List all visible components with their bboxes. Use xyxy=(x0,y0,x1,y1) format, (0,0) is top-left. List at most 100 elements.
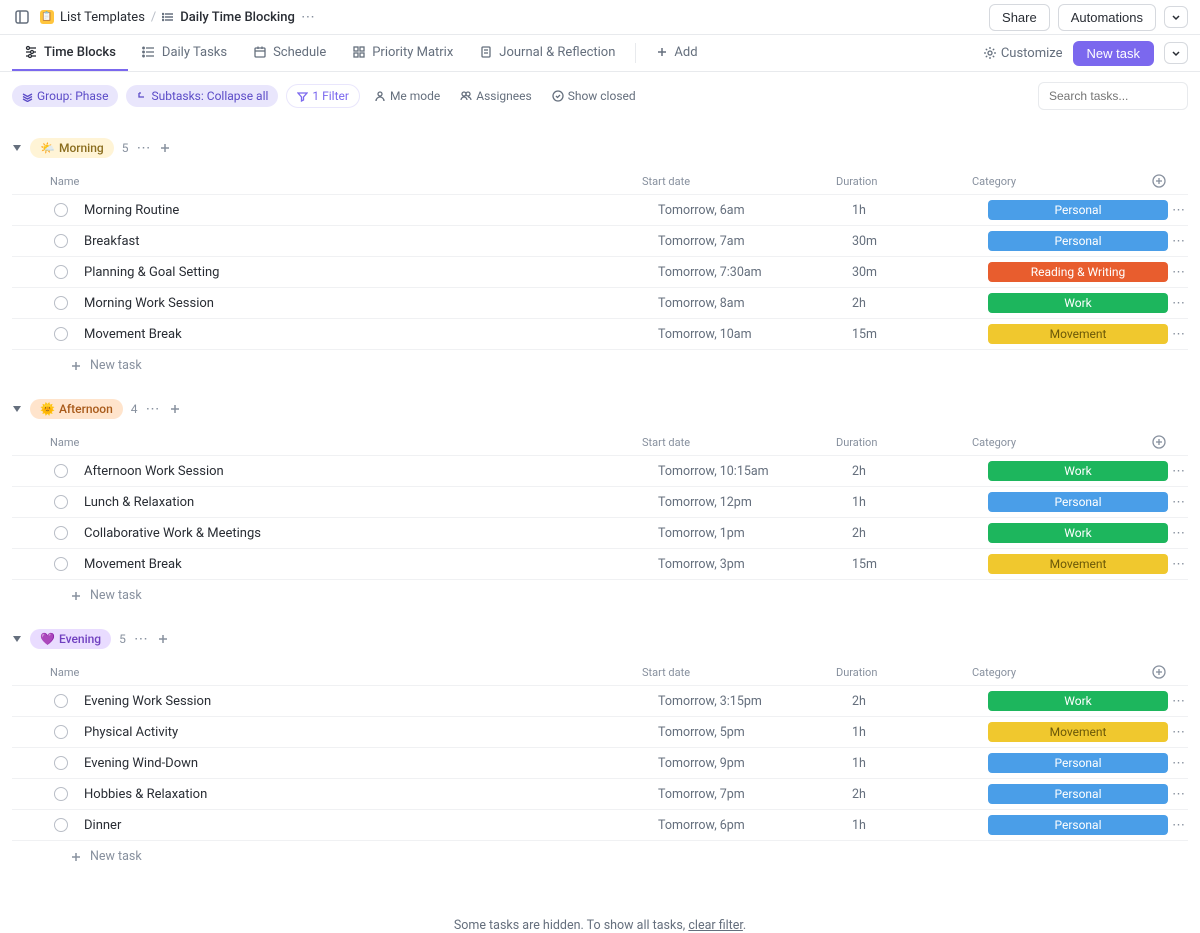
tab-time-blocks[interactable]: Time Blocks xyxy=(12,36,128,71)
group-add-icon[interactable] xyxy=(159,142,171,154)
task-date[interactable]: Tomorrow, 3:15pm xyxy=(658,694,852,709)
task-name[interactable]: Dinner xyxy=(84,818,658,833)
task-duration[interactable]: 2h xyxy=(852,787,988,802)
share-button[interactable]: Share xyxy=(989,4,1050,31)
group-collapse-icon[interactable] xyxy=(12,634,22,644)
me-mode-toggle[interactable]: Me mode xyxy=(368,85,446,107)
status-circle[interactable] xyxy=(54,694,68,708)
status-circle[interactable] xyxy=(54,296,68,310)
search-input[interactable] xyxy=(1038,82,1188,110)
column-start-date[interactable]: Start date xyxy=(642,436,836,449)
task-category[interactable]: Reading & Writing xyxy=(988,262,1168,282)
task-date[interactable]: Tomorrow, 1pm xyxy=(658,526,852,541)
task-name[interactable]: Afternoon Work Session xyxy=(84,464,658,479)
task-duration[interactable]: 2h xyxy=(852,526,988,541)
task-name[interactable]: Lunch & Relaxation xyxy=(84,495,658,510)
new-task-row[interactable]: New task xyxy=(12,580,1188,611)
task-duration[interactable]: 2h xyxy=(852,694,988,709)
row-more-icon[interactable]: ⋯ xyxy=(1168,265,1189,280)
task-date[interactable]: Tomorrow, 6am xyxy=(658,203,852,218)
task-row[interactable]: Collaborative Work & Meetings Tomorrow, … xyxy=(12,518,1188,549)
task-name[interactable]: Movement Break xyxy=(84,327,658,342)
task-row[interactable]: Movement Break Tomorrow, 10am 15m Moveme… xyxy=(12,319,1188,350)
task-category[interactable]: Work xyxy=(988,461,1168,481)
customize-button[interactable]: Customize xyxy=(983,46,1063,61)
column-add-icon[interactable] xyxy=(1152,174,1172,188)
status-circle[interactable] xyxy=(54,265,68,279)
row-more-icon[interactable]: ⋯ xyxy=(1168,818,1189,833)
task-duration[interactable]: 2h xyxy=(852,296,988,311)
task-date[interactable]: Tomorrow, 7am xyxy=(658,234,852,249)
task-row[interactable]: Morning Work Session Tomorrow, 8am 2h Wo… xyxy=(12,288,1188,319)
column-duration[interactable]: Duration xyxy=(836,666,972,679)
new-task-dropdown[interactable] xyxy=(1164,42,1188,64)
column-category[interactable]: Category xyxy=(972,666,1152,679)
task-name[interactable]: Planning & Goal Setting xyxy=(84,265,658,280)
column-start-date[interactable]: Start date xyxy=(642,175,836,188)
task-duration[interactable]: 2h xyxy=(852,464,988,479)
task-name[interactable]: Breakfast xyxy=(84,234,658,249)
task-duration[interactable]: 30m xyxy=(852,265,988,280)
breadcrumb-more-icon[interactable]: ⋯ xyxy=(301,9,316,25)
status-circle[interactable] xyxy=(54,234,68,248)
status-circle[interactable] xyxy=(54,526,68,540)
task-date[interactable]: Tomorrow, 10am xyxy=(658,327,852,342)
row-more-icon[interactable]: ⋯ xyxy=(1168,725,1189,740)
column-name[interactable]: Name xyxy=(50,175,642,188)
row-more-icon[interactable]: ⋯ xyxy=(1168,296,1189,311)
subtasks-filter[interactable]: Subtasks: Collapse all xyxy=(126,85,278,107)
show-closed-toggle[interactable]: Show closed xyxy=(546,85,642,107)
task-row[interactable]: Planning & Goal Setting Tomorrow, 7:30am… xyxy=(12,257,1188,288)
column-name[interactable]: Name xyxy=(50,666,642,679)
status-circle[interactable] xyxy=(54,495,68,509)
breadcrumb-current[interactable]: Daily Time Blocking xyxy=(180,10,295,25)
column-duration[interactable]: Duration xyxy=(836,436,972,449)
row-more-icon[interactable]: ⋯ xyxy=(1168,327,1189,342)
task-name[interactable]: Morning Routine xyxy=(84,203,658,218)
task-category[interactable]: Personal xyxy=(988,200,1168,220)
row-more-icon[interactable]: ⋯ xyxy=(1168,756,1189,771)
task-date[interactable]: Tomorrow, 8am xyxy=(658,296,852,311)
header-more-dropdown[interactable] xyxy=(1164,6,1188,28)
new-task-row[interactable]: New task xyxy=(12,841,1188,872)
column-category[interactable]: Category xyxy=(972,436,1152,449)
status-circle[interactable] xyxy=(54,557,68,571)
task-category[interactable]: Work xyxy=(988,523,1168,543)
task-category[interactable]: Work xyxy=(988,691,1168,711)
task-date[interactable]: Tomorrow, 10:15am xyxy=(658,464,852,479)
group-label-morning[interactable]: 🌤️ Morning xyxy=(30,138,114,158)
task-row[interactable]: Lunch & Relaxation Tomorrow, 12pm 1h Per… xyxy=(12,487,1188,518)
sidebar-toggle-icon[interactable] xyxy=(12,7,32,27)
task-name[interactable]: Morning Work Session xyxy=(84,296,658,311)
task-row[interactable]: Evening Wind-Down Tomorrow, 9pm 1h Perso… xyxy=(12,748,1188,779)
status-circle[interactable] xyxy=(54,464,68,478)
task-date[interactable]: Tomorrow, 7:30am xyxy=(658,265,852,280)
group-label-evening[interactable]: 💜 Evening xyxy=(30,629,111,649)
row-more-icon[interactable]: ⋯ xyxy=(1168,787,1189,802)
status-circle[interactable] xyxy=(54,203,68,217)
column-category[interactable]: Category xyxy=(972,175,1152,188)
task-duration[interactable]: 1h xyxy=(852,756,988,771)
task-duration[interactable]: 15m xyxy=(852,327,988,342)
task-duration[interactable]: 1h xyxy=(852,725,988,740)
column-duration[interactable]: Duration xyxy=(836,175,972,188)
task-date[interactable]: Tomorrow, 7pm xyxy=(658,787,852,802)
row-more-icon[interactable]: ⋯ xyxy=(1168,464,1189,479)
task-date[interactable]: Tomorrow, 5pm xyxy=(658,725,852,740)
task-duration[interactable]: 1h xyxy=(852,818,988,833)
task-duration[interactable]: 15m xyxy=(852,557,988,572)
task-date[interactable]: Tomorrow, 9pm xyxy=(658,756,852,771)
row-more-icon[interactable]: ⋯ xyxy=(1168,234,1189,249)
new-task-button[interactable]: New task xyxy=(1073,41,1154,66)
task-row[interactable]: Dinner Tomorrow, 6pm 1h Personal ⋯ xyxy=(12,810,1188,841)
tab-priority-matrix[interactable]: Priority Matrix xyxy=(340,36,465,71)
task-name[interactable]: Movement Break xyxy=(84,557,658,572)
group-label-afternoon[interactable]: 🌞 Afternoon xyxy=(30,399,123,419)
breadcrumb-parent[interactable]: List Templates xyxy=(60,10,145,25)
row-more-icon[interactable]: ⋯ xyxy=(1168,526,1189,541)
task-duration[interactable]: 30m xyxy=(852,234,988,249)
task-name[interactable]: Collaborative Work & Meetings xyxy=(84,526,658,541)
task-category[interactable]: Movement xyxy=(988,722,1168,742)
column-add-icon[interactable] xyxy=(1152,435,1172,449)
task-date[interactable]: Tomorrow, 12pm xyxy=(658,495,852,510)
